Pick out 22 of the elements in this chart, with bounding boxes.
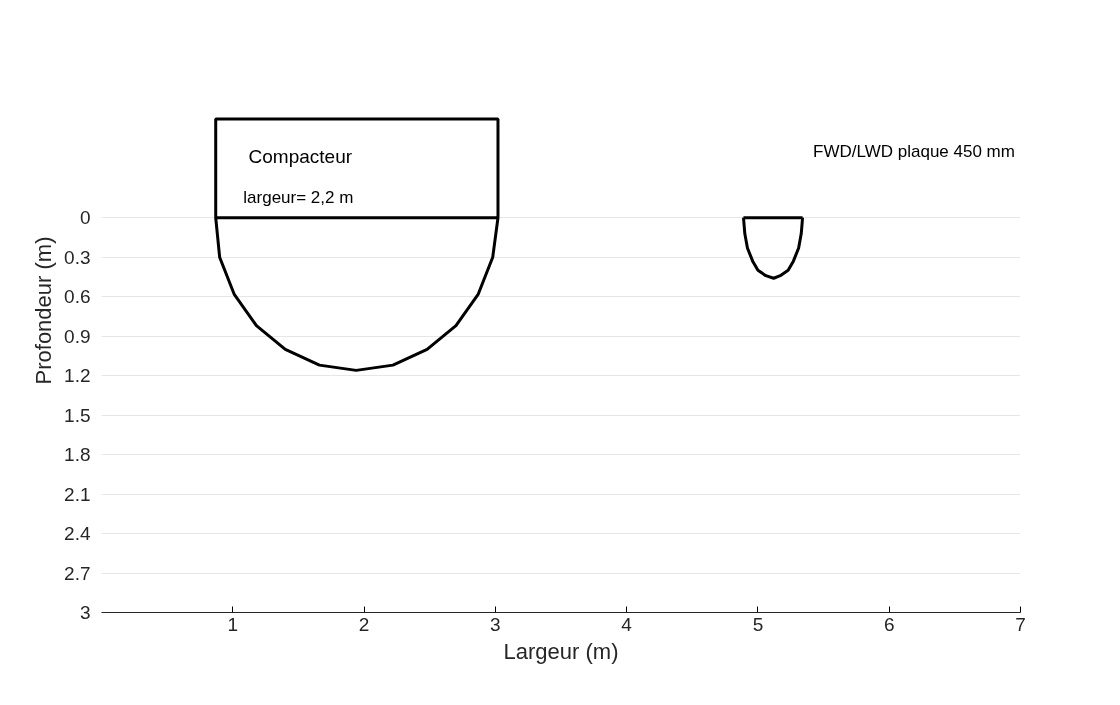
y-tick-label: 0.9 [64,325,91,347]
x-tick-label: 7 [1015,613,1026,635]
x-axis-title: Largeur (m) [503,638,619,664]
y-tick-label: 1.5 [64,404,91,426]
y-tick-label: 2.4 [64,523,91,545]
x-tick-label: 5 [752,613,764,635]
y-tick-label: 2.7 [64,562,91,584]
x-tick-label: 3 [490,613,501,635]
x-tick-label: 4 [621,613,633,635]
x-tick-label: 2 [358,613,370,635]
y-tick-label: 1.2 [64,365,91,387]
y-tick-label: 0.3 [64,246,91,268]
y-axis-title: Profondeur (m) [31,236,57,385]
x-tick-label: 6 [883,613,895,635]
text: Compacteur [248,146,353,168]
y-tick-label: 0 [79,207,91,229]
x-tick-label: 1 [227,613,239,635]
y-tick-label: 1.8 [64,444,91,466]
y-tick-label: 0.6 [64,286,91,308]
y-tick-label: 2.1 [64,483,91,505]
text: FWD/LWD plaque 450 mm [813,141,1015,161]
text: largeur= 2,2 m [243,187,354,207]
